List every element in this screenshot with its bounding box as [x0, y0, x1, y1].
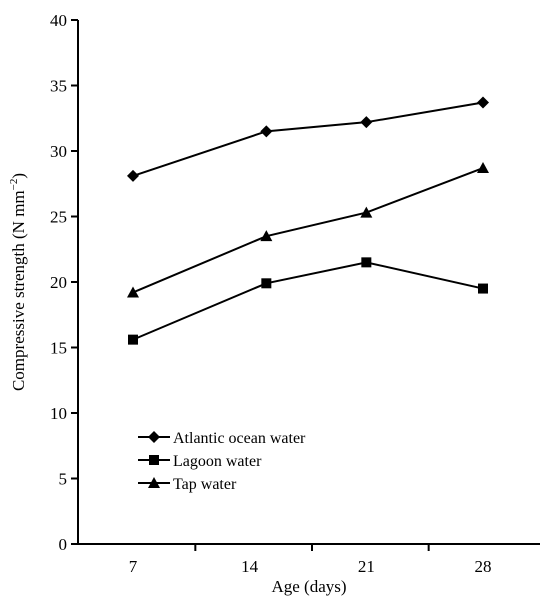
- x-ticks: 7 14 21 28: [129, 544, 492, 576]
- y-tick-label: 10: [50, 404, 67, 423]
- y-axis-title: Compressive strength (N mm−2): [8, 173, 28, 391]
- y-tick-label: 20: [50, 273, 67, 292]
- y-tick-label: 35: [50, 77, 67, 96]
- series-triangle: [127, 162, 489, 298]
- x-tick-label: 28: [475, 557, 492, 576]
- legend-marker-square: [149, 455, 159, 465]
- x-tick-label: 7: [129, 557, 138, 576]
- x-tick-label: 14: [241, 557, 259, 576]
- legend-entry-atlantic: Atlantic ocean water: [138, 430, 306, 447]
- series-square: [128, 257, 488, 345]
- data-point-diamond: [127, 169, 139, 182]
- x-tick-label: 21: [358, 557, 375, 576]
- series-diamond: [127, 96, 489, 182]
- x-axis-title: Age (days): [271, 577, 346, 596]
- data-point-diamond: [360, 116, 373, 129]
- data-point-diamond: [477, 96, 489, 109]
- data-point-square: [478, 283, 488, 294]
- data-point-triangle: [360, 206, 373, 218]
- data-point-diamond: [260, 125, 273, 138]
- y-ticks: 0 5 10 15 20 25 30 35 40: [50, 11, 78, 554]
- series-group: [127, 96, 489, 345]
- series-line: [132, 261, 484, 341]
- y-axis-title-main: Compressive strength (N mm: [9, 190, 28, 391]
- legend-label-tap: Tap water: [173, 476, 237, 493]
- y-axis-title-close: ): [9, 173, 28, 179]
- legend-marker-diamond: [148, 431, 160, 443]
- data-point-square: [261, 278, 272, 289]
- y-tick-label: 0: [59, 535, 68, 554]
- data-point-triangle: [477, 162, 489, 174]
- series-line: [132, 167, 484, 294]
- data-point-triangle: [127, 286, 139, 298]
- legend-label-atlantic: Atlantic ocean water: [173, 430, 306, 447]
- y-tick-label: 40: [50, 11, 67, 30]
- y-tick-label: 5: [59, 470, 68, 489]
- y-axis-title-superscript: −2: [8, 179, 20, 191]
- legend: Atlantic ocean water Lagoon water Tap wa…: [138, 430, 306, 493]
- data-point-square: [361, 257, 372, 268]
- legend-marker-triangle: [148, 477, 160, 488]
- data-point-triangle: [260, 230, 273, 242]
- y-tick-label: 30: [50, 142, 67, 161]
- axes: [77, 20, 540, 545]
- data-point-square: [128, 334, 138, 345]
- legend-entry-lagoon: Lagoon water: [138, 453, 262, 470]
- y-tick-label: 25: [50, 208, 67, 227]
- legend-label-lagoon: Lagoon water: [173, 453, 262, 470]
- series-line: [132, 101, 484, 177]
- y-tick-label: 15: [50, 339, 67, 358]
- legend-entry-tap: Tap water: [138, 476, 237, 493]
